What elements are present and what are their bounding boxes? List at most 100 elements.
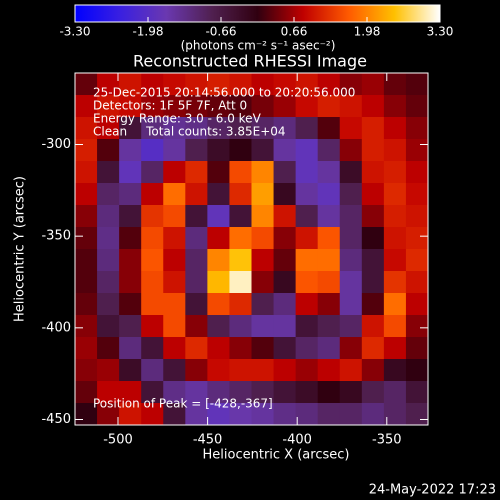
pixel xyxy=(75,315,98,338)
pixel xyxy=(207,117,230,140)
pixel xyxy=(97,205,120,228)
pixel xyxy=(185,95,208,118)
peak-label: Position of Peak = [-428,-367] xyxy=(93,397,273,411)
pixel xyxy=(361,73,385,96)
pixel xyxy=(317,271,341,294)
pixel xyxy=(317,161,341,184)
pixel xyxy=(97,271,120,294)
pixel xyxy=(97,95,120,118)
pixel xyxy=(163,73,186,96)
pixel xyxy=(119,315,142,338)
pixel xyxy=(405,95,429,118)
pixel xyxy=(405,337,429,360)
pixel xyxy=(295,293,319,316)
x-tick-label: -400 xyxy=(282,433,312,448)
x-tick-label: -350 xyxy=(372,433,402,448)
pixel xyxy=(273,381,297,404)
pixel xyxy=(383,139,407,162)
pixel xyxy=(119,403,142,426)
pixel xyxy=(207,271,230,294)
pixel xyxy=(75,359,98,382)
pixel xyxy=(251,249,275,272)
pixel xyxy=(339,161,363,184)
pixel xyxy=(339,293,363,316)
pixel xyxy=(251,337,275,360)
pixel xyxy=(141,73,164,96)
pixel xyxy=(185,117,208,140)
pixel xyxy=(229,73,252,96)
pixel xyxy=(229,381,252,404)
annotation: Detectors: 1F 5F 7F, Att 0 xyxy=(93,99,247,113)
pixel xyxy=(207,95,230,118)
y-tick-label: -450 xyxy=(41,412,71,427)
y-tick-label: -350 xyxy=(41,229,71,244)
pixel xyxy=(141,315,164,338)
pixel xyxy=(317,315,341,338)
pixel xyxy=(295,117,319,140)
pixel xyxy=(251,271,275,294)
pixel xyxy=(119,381,142,404)
pixel xyxy=(339,227,363,250)
pixel xyxy=(141,117,164,140)
pixel xyxy=(163,249,186,272)
pixel xyxy=(383,271,407,294)
pixel xyxy=(273,117,297,140)
pixel xyxy=(75,249,98,272)
pixel xyxy=(361,381,385,404)
pixel xyxy=(295,161,319,184)
pixel xyxy=(207,337,230,360)
plot-frame xyxy=(74,72,429,426)
pixel xyxy=(317,249,341,272)
pixel xyxy=(339,403,363,426)
chart-title: Reconstructed RHESSI Image xyxy=(133,52,367,71)
annotation: Clean Total counts: 3.85E+04 xyxy=(93,125,286,139)
pixel xyxy=(273,161,297,184)
pixel xyxy=(339,139,363,162)
pixel xyxy=(339,205,363,228)
pixel xyxy=(273,293,297,316)
pixel xyxy=(119,337,142,360)
pixel xyxy=(295,73,319,96)
colorbar-tick-label: 0.66 xyxy=(281,25,308,39)
pixel xyxy=(361,293,385,316)
pixel xyxy=(361,403,385,426)
x-tick-label: -500 xyxy=(103,433,133,448)
pixel xyxy=(163,359,186,382)
pixel xyxy=(339,183,363,206)
pixel xyxy=(405,139,429,162)
pixel xyxy=(339,249,363,272)
pixel xyxy=(119,73,142,96)
pixel xyxy=(163,271,186,294)
pixel xyxy=(141,381,164,404)
pixel xyxy=(383,205,407,228)
pixel xyxy=(75,381,98,404)
pixel xyxy=(185,249,208,272)
pixel xyxy=(229,95,252,118)
pixel xyxy=(207,227,230,250)
pixel xyxy=(207,139,230,162)
pixel xyxy=(119,359,142,382)
pixel xyxy=(383,183,407,206)
pixel xyxy=(141,161,164,184)
pixel xyxy=(141,271,164,294)
pixel xyxy=(75,117,98,140)
pixel xyxy=(229,161,252,184)
pixel xyxy=(339,381,363,404)
pixel xyxy=(273,139,297,162)
pixel xyxy=(383,73,407,96)
pixel xyxy=(295,139,319,162)
pixel xyxy=(141,205,164,228)
pixel xyxy=(229,205,252,228)
pixel xyxy=(97,183,120,206)
colorbar-tick-label: -0.66 xyxy=(205,25,236,39)
pixel xyxy=(251,139,275,162)
timestamp: 24-May-2022 17:23 xyxy=(369,483,496,498)
pixel xyxy=(163,315,186,338)
pixel xyxy=(273,271,297,294)
pixel xyxy=(339,73,363,96)
pixel xyxy=(185,183,208,206)
pixel xyxy=(75,293,98,316)
pixel xyxy=(273,249,297,272)
pixel xyxy=(339,271,363,294)
pixel xyxy=(273,403,297,426)
